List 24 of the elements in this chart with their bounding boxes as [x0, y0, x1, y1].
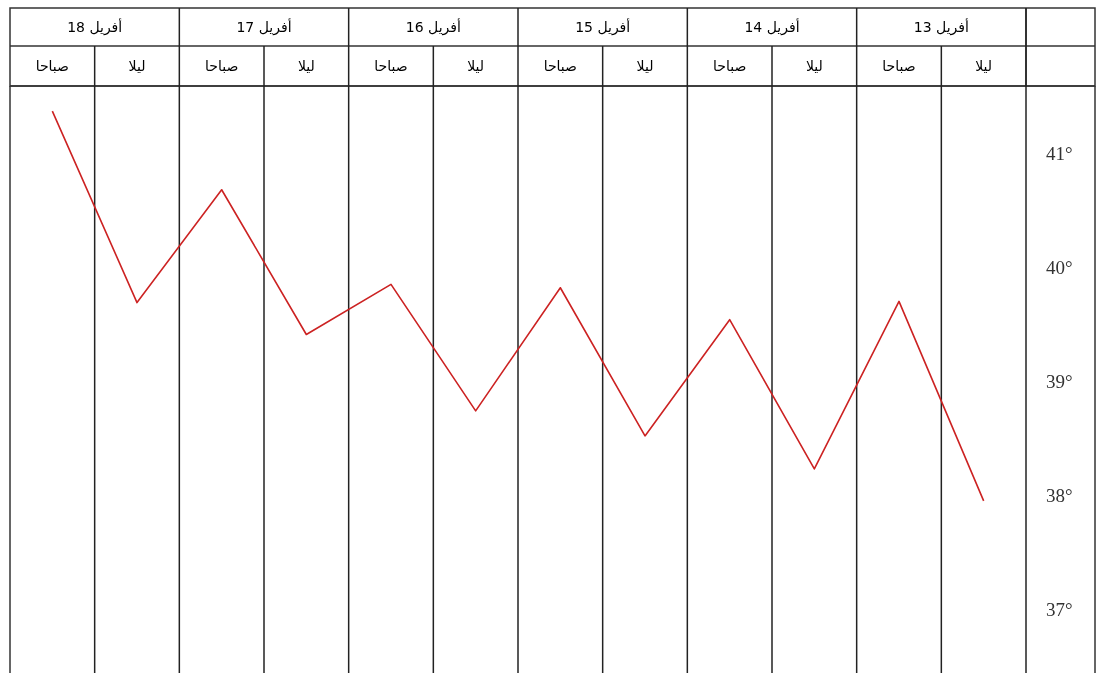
y-tick-label: 38°: [1046, 485, 1073, 507]
x-tick-label: صباحا: [713, 58, 747, 74]
x-tick-label: ليلا: [636, 58, 654, 74]
y-tick-label: 41°: [1046, 143, 1073, 165]
x-tick-label: صباحا: [205, 58, 239, 74]
x-tick-label: ليلا: [805, 58, 823, 74]
y-tick-label: 40°: [1046, 257, 1073, 279]
x-tick-label: ليلا: [975, 58, 993, 74]
x-tick-label: ليلا: [297, 58, 315, 74]
text: 16 أفريل: [405, 18, 461, 36]
text: 17 أفريل: [236, 18, 292, 36]
x-tick-label: ليلا: [467, 58, 485, 74]
text: 15 أفريل: [575, 18, 631, 36]
text: 18 أفريل: [67, 18, 123, 36]
y-tick-label: 39°: [1046, 371, 1073, 393]
x-tick-label: ليلا: [128, 58, 146, 74]
x-tick-label: صباحا: [882, 58, 916, 74]
text: 14 أفريل: [744, 18, 800, 36]
x-tick-label: صباحا: [35, 58, 69, 74]
x-tick-label: صباحا: [543, 58, 577, 74]
line-series: [51, 110, 985, 502]
x-tick-label: صباحا: [374, 58, 408, 74]
text: 13 أفريل: [913, 18, 969, 36]
y-tick-label: 37°: [1046, 599, 1073, 621]
